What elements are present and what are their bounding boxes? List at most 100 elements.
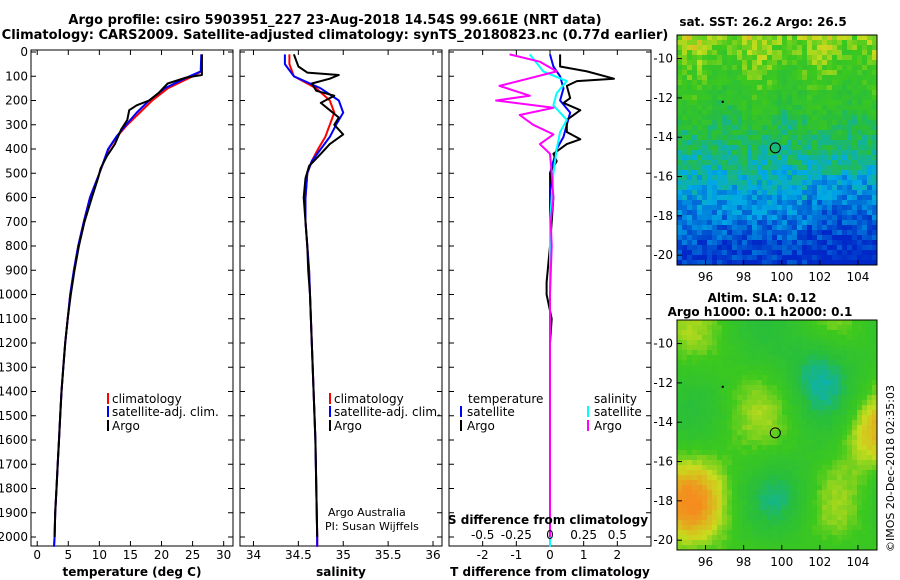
sst-map-cell — [702, 205, 708, 211]
sla-map-cell — [862, 440, 868, 446]
sst-map-cell — [842, 50, 848, 56]
sla-map-cell — [762, 470, 768, 476]
sst-map-cell — [862, 95, 868, 101]
sla-map-cell — [757, 325, 763, 331]
sla-map-cell — [787, 335, 793, 341]
sla-map-cell — [677, 350, 683, 356]
sst-map-cell — [747, 70, 753, 76]
sla-map-cell — [722, 430, 728, 436]
sla-map-cell — [862, 380, 868, 386]
sst-map-cell — [732, 155, 738, 161]
sst-map-cell — [832, 70, 838, 76]
sla-map-cell — [787, 365, 793, 371]
depth-tick-label: 400 — [5, 142, 28, 156]
sla-map-cell — [777, 370, 783, 376]
sst-map-cell — [757, 35, 763, 41]
sla-map-cell — [777, 325, 783, 331]
sla-map-cell — [812, 335, 818, 341]
sla-map-cell — [732, 365, 738, 371]
sla-map-cell — [797, 510, 803, 516]
sla-map-cell — [802, 380, 808, 386]
sla-map-cell — [757, 515, 763, 521]
sst-map-cell — [687, 85, 693, 91]
sst-map-cell — [702, 85, 708, 91]
sla-map-cell — [832, 470, 838, 476]
sst-map-cell — [682, 140, 688, 146]
sst-map-cell — [702, 155, 708, 161]
sla-map-cell — [792, 535, 798, 541]
sla-map-cell — [757, 440, 763, 446]
sst-map-cell — [737, 60, 743, 66]
sla-map-cell — [762, 520, 768, 526]
sst-map-cell — [862, 120, 868, 126]
sst-map-cell — [777, 175, 783, 181]
sst-map-cell — [697, 235, 703, 241]
sst-map-cell — [722, 130, 728, 136]
sst-map-cell — [717, 75, 723, 81]
sla-map-cell — [677, 505, 683, 511]
depth-tick-label: 200 — [5, 94, 28, 108]
sst-map-cell — [832, 140, 838, 146]
sla-map-cell — [682, 450, 688, 456]
sst-map-cell — [707, 95, 713, 101]
sst-map-cell — [837, 125, 843, 131]
sla-map-cell — [837, 500, 843, 506]
sla-map-cell — [812, 405, 818, 411]
sla-map-cell — [702, 340, 708, 346]
sla-map-cell — [782, 530, 788, 536]
sla-map-cell — [682, 490, 688, 496]
sst-map-cell — [682, 170, 688, 176]
sst-map-cell — [867, 130, 873, 136]
sla-map-cell — [852, 440, 858, 446]
sst-map-cell — [712, 95, 718, 101]
sla-map-cell — [867, 445, 873, 451]
sst-map-cell — [837, 115, 843, 121]
sst-map-cell — [802, 210, 808, 216]
sst-map-cell — [722, 200, 728, 206]
sla-map-cell — [772, 440, 778, 446]
sla-map-cell — [852, 420, 858, 426]
sla-map-cell — [797, 505, 803, 511]
sla-map-cell — [727, 350, 733, 356]
sst-map-cell — [872, 115, 877, 121]
sla-map-cell — [837, 330, 843, 336]
sst-map-cell — [762, 170, 768, 176]
sst-map-cell — [707, 140, 713, 146]
sla-map-cell — [692, 340, 698, 346]
sla-map-cell — [747, 370, 753, 376]
sst-map-cell — [717, 220, 723, 226]
sla-map-cell — [782, 375, 788, 381]
sst-map-cell — [872, 65, 877, 71]
sla-map-cell — [677, 445, 683, 451]
sla-map-cell — [782, 325, 788, 331]
sst-map-cell — [692, 165, 698, 171]
sla-map-cell — [737, 510, 743, 516]
sla-map-cell — [872, 445, 877, 451]
sla-map-cell — [692, 420, 698, 426]
sla-map-cell — [807, 445, 813, 451]
sst-map-cell — [802, 105, 808, 111]
sst-map-cell — [852, 240, 858, 246]
sla-map-cell — [767, 545, 773, 550]
sst-map-cell — [792, 210, 798, 216]
sst-map-cell — [707, 165, 713, 171]
sla-map-cell — [737, 320, 743, 326]
sla-map-cell — [682, 350, 688, 356]
sst-map-cell — [692, 135, 698, 141]
sst-map-cell — [787, 50, 793, 56]
sst-map-cell — [692, 195, 698, 201]
sla-map-cell — [867, 375, 873, 381]
sst-map-cell — [737, 80, 743, 86]
sst-map-cell — [777, 220, 783, 226]
sla-map-cell — [857, 465, 863, 471]
sst-map-cell — [687, 150, 693, 156]
sla-map-cell — [767, 330, 773, 336]
sst-map-cell — [852, 150, 858, 156]
sst-map-cell — [842, 55, 848, 61]
sst-map-cell — [857, 240, 863, 246]
sst-map-cell — [872, 180, 877, 186]
sst-map-cell — [707, 160, 713, 166]
sla-map-cell — [682, 465, 688, 471]
sla-map-cell — [707, 440, 713, 446]
